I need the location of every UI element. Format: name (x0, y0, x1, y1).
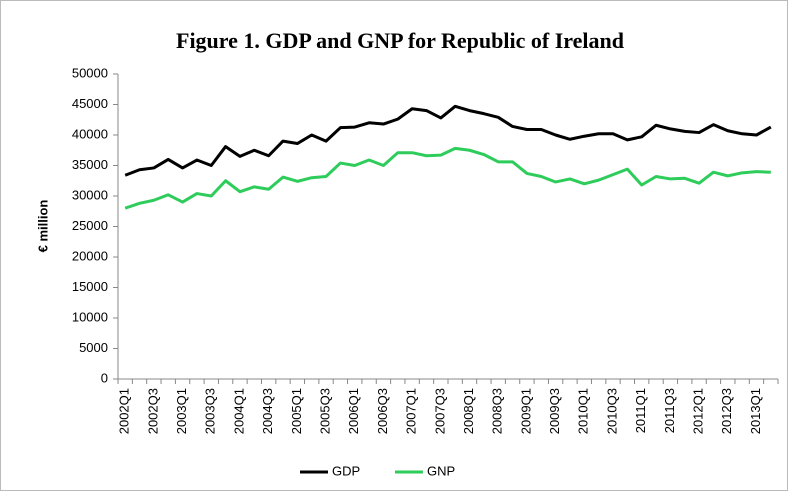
x-tick-label: 2007Q3 (432, 388, 447, 434)
data-line (124, 146, 771, 210)
x-tick-label: 2002Q3 (145, 388, 160, 434)
x-tick-label: 2002Q1 (117, 388, 132, 434)
y-tick-label: 5000 (79, 340, 108, 355)
x-tick-label: 2008Q1 (461, 388, 476, 434)
x-tick-label: 2003Q1 (174, 388, 189, 434)
x-tick-label: 2012Q3 (719, 388, 734, 434)
y-tick-label: 20000 (72, 248, 108, 263)
x-tick-label: 2013Q1 (748, 388, 763, 434)
y-tick-label: 50000 (72, 65, 108, 80)
legend-label: GDP (332, 463, 360, 478)
y-tick-label: 30000 (72, 187, 108, 202)
x-tick-label: 2009Q3 (547, 388, 562, 434)
y-tick-label: 0 (101, 370, 108, 385)
x-tick-label: 2004Q3 (260, 388, 275, 434)
y-tick-label: 10000 (72, 309, 108, 324)
y-tick-label: 40000 (72, 126, 108, 141)
x-tick-label: 2011Q1 (633, 388, 648, 433)
x-tick-label: 2006Q3 (375, 388, 390, 434)
y-axis-label: € million (35, 200, 50, 253)
chart-title: Figure 1. GDP and GNP for Republic of Ir… (176, 28, 624, 53)
data-line (124, 104, 772, 177)
x-tick-label: 2010Q3 (604, 388, 619, 434)
y-tick-label: 35000 (72, 157, 108, 172)
x-tick-label: 2003Q3 (203, 388, 218, 434)
x-tick-label: 2006Q1 (346, 388, 361, 434)
x-tick-label: 2008Q3 (490, 388, 505, 434)
y-tick-label: 15000 (72, 279, 108, 294)
x-tick-label: 2009Q1 (518, 388, 533, 434)
y-tick-label: 25000 (72, 218, 108, 233)
y-tick-label: 45000 (72, 96, 108, 111)
x-tick-label: 2011Q3 (662, 388, 677, 433)
x-tick-label: 2005Q3 (317, 388, 332, 434)
x-tick-label: 2010Q1 (576, 388, 591, 434)
x-tick-label: 2007Q1 (404, 388, 419, 434)
x-tick-label: 2005Q1 (289, 388, 304, 434)
x-tick-label: 2004Q1 (231, 388, 246, 434)
x-tick-label: 2012Q1 (691, 388, 706, 434)
legend-label: GNP (427, 463, 455, 478)
